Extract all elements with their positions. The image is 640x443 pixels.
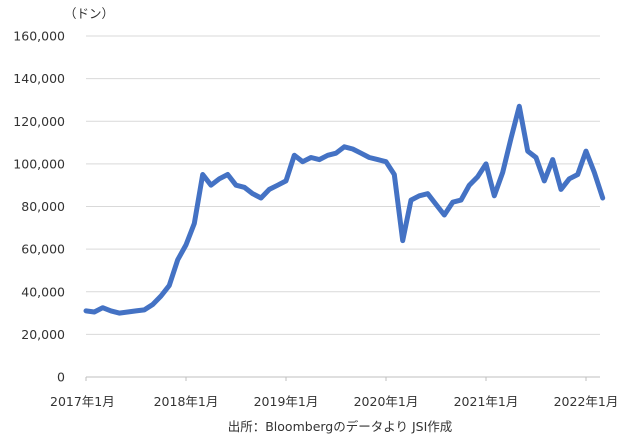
y-tick-label: 120,000 bbox=[13, 114, 65, 129]
x-axis-tick-labels: 2017年1月 2018年1月 2019年1月 2020年1月 2021年1月 2022年… bbox=[50, 377, 618, 409]
y-tick-label: 100,000 bbox=[13, 156, 65, 171]
y-axis-tick-labels: 0 20,000 40,000 60,000 80,000 100,000 120,000 1… bbox=[13, 29, 65, 385]
y-tick-label: 60,000 bbox=[21, 242, 65, 257]
x-tick-label: 2022年1月 bbox=[554, 394, 619, 409]
x-tick-label: 2021年1月 bbox=[454, 394, 519, 409]
x-tick-label: 2018年1月 bbox=[154, 394, 219, 409]
x-tick-label: 2020年1月 bbox=[354, 394, 419, 409]
y-tick-label: 0 bbox=[57, 370, 65, 385]
source-note: 出所：Bloombergのデータより JSI作成 bbox=[228, 419, 453, 434]
x-tick-label: 2017年1月 bbox=[50, 394, 115, 409]
y-tick-label: 40,000 bbox=[21, 284, 65, 299]
y-tick-label: 20,000 bbox=[21, 327, 65, 342]
y-tick-label: 80,000 bbox=[21, 199, 65, 214]
unit-label: （ドン） bbox=[64, 6, 114, 21]
y-tick-label: 160,000 bbox=[13, 29, 65, 44]
series-line bbox=[83, 103, 606, 316]
y-tick-label: 140,000 bbox=[13, 71, 65, 86]
x-tick-label: 2019年1月 bbox=[254, 394, 319, 409]
grid-lines bbox=[86, 35, 600, 335]
